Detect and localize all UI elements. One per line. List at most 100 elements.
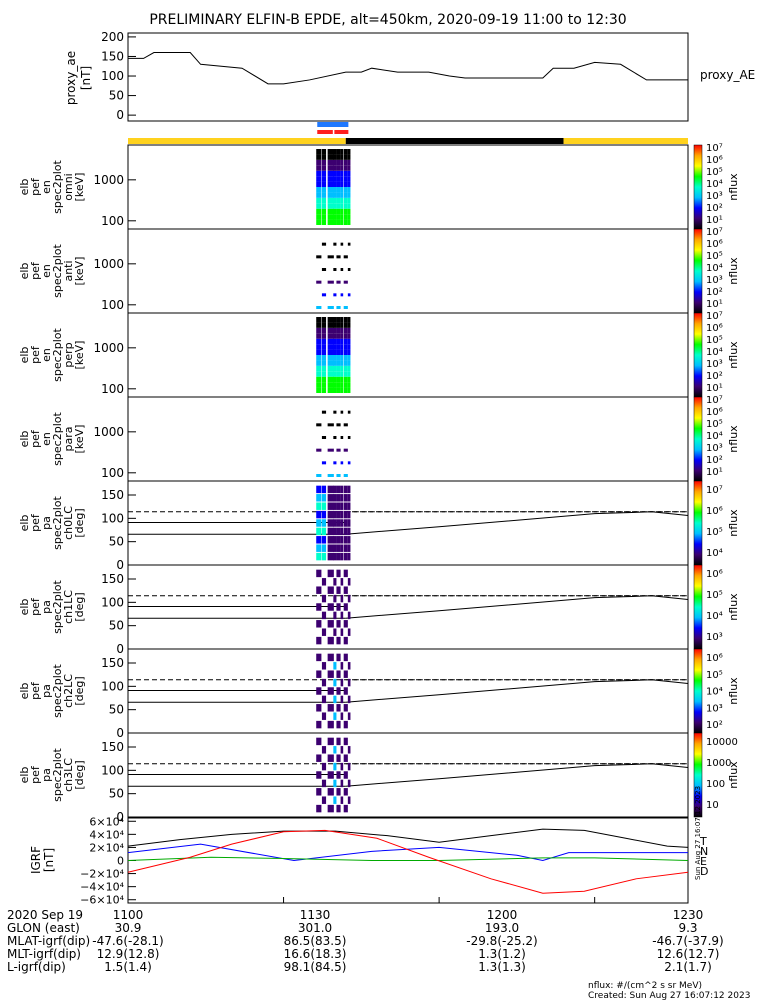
spectrogram-cell <box>340 338 344 345</box>
pitch-angle-cell <box>343 653 348 662</box>
spectrogram-cell <box>347 170 351 177</box>
panel-frame <box>127 312 689 398</box>
pitch-angle-cell <box>327 737 334 746</box>
spectrogram-cell <box>343 165 348 171</box>
pitch-angle-cell <box>321 544 327 552</box>
pitch-angle-cell <box>333 662 337 670</box>
pitch-angle-cell <box>336 687 341 695</box>
spectrogram-cell <box>336 371 341 377</box>
pitch-angle-cell <box>347 628 351 636</box>
spectrogram-cell <box>316 360 322 366</box>
pitch-angle-cell <box>316 502 322 510</box>
panel-ytick-label: 100 <box>101 298 124 312</box>
spectrogram-cell <box>343 333 348 339</box>
spectrogram-cell <box>327 344 334 350</box>
pitch-angle-cell <box>336 788 341 796</box>
panel-ylabel: pef <box>29 681 42 700</box>
ephem-value: -47.6(-28.1) <box>92 934 163 948</box>
spectrogram-cell <box>316 349 322 355</box>
pitch-angle-cell <box>321 494 327 502</box>
spectrogram-cell <box>333 338 337 345</box>
pitch-angle-cell <box>327 754 334 762</box>
pitch-angle-cell <box>327 544 334 552</box>
panel-ylabel: omni <box>62 173 75 200</box>
spectrogram-cell <box>327 170 334 177</box>
spectrogram-cell <box>316 181 322 187</box>
spectrogram-cell <box>316 203 322 209</box>
panel-ylabel: spec2plot <box>51 412 64 466</box>
spectrogram-cell <box>340 333 344 339</box>
pitch-angle-cell <box>343 687 348 695</box>
spectrogram-cell <box>343 181 348 187</box>
igrf-legend-E: E <box>700 855 707 868</box>
spectrogram-cell <box>340 349 344 355</box>
colorbars: 10⁷10⁶10⁵10⁴10³10²10¹nflux10⁷10⁶10⁵10⁴10… <box>693 143 740 818</box>
panel-ylabel: [deg] <box>73 760 86 789</box>
pitch-angle-cell <box>316 636 322 645</box>
spectrogram-cell <box>321 322 327 328</box>
panel-ytick-label: 100 <box>101 511 124 525</box>
pitch-angle-cell <box>336 494 341 502</box>
phase-segment <box>128 138 346 144</box>
ephem-value: 16.6(18.3) <box>284 947 347 961</box>
loss-cone-curve <box>345 511 689 535</box>
igrf-legend-D: D <box>700 865 708 878</box>
igrf-ytick-label: −6×10⁴ <box>80 894 124 907</box>
phase-segment <box>345 138 564 144</box>
spectrogram-cell <box>336 165 341 171</box>
spectrogram-cell <box>327 176 334 182</box>
spectrogram-cell <box>316 333 322 339</box>
pitch-angle-cell <box>343 720 348 729</box>
spectrogram-cell <box>343 203 348 209</box>
pitch-angle-cell <box>321 712 327 720</box>
pitch-angle-cell <box>321 594 327 603</box>
spectrogram-cell <box>333 170 337 177</box>
spectrogram-cell <box>316 219 322 225</box>
pitch-angle-cell <box>336 603 341 611</box>
ephem-value: 1.5(1.4) <box>104 960 152 974</box>
spectrogram-cell <box>343 365 348 372</box>
spectrogram-cell <box>321 333 327 339</box>
pitch-angle-cell <box>340 510 344 519</box>
spectrogram-cell <box>327 376 334 383</box>
panel-ylabel: [deg] <box>73 676 86 705</box>
pitch-angle-cell <box>316 569 322 578</box>
spectrogram-cell <box>333 410 337 414</box>
spectrogram-cell <box>316 255 322 259</box>
pitch-angle-cell <box>321 796 327 804</box>
spectrogram-cell <box>347 327 351 334</box>
spectrogram-cell <box>333 159 337 166</box>
pitch-angle-cell <box>343 552 348 561</box>
pitch-angle-cell <box>343 586 348 594</box>
spectrogram-cell <box>340 355 344 361</box>
panel-ylabel: elb <box>18 515 31 532</box>
ephem-value: 301.0 <box>298 921 332 935</box>
pitch-angle-cell <box>347 485 351 494</box>
pitch-angle-cell <box>347 536 351 544</box>
spectrogram-cell <box>316 474 322 477</box>
pitch-angle-cell <box>316 737 322 746</box>
ae-ytick-label: 100 <box>101 69 124 83</box>
pitch-angle-cell <box>327 552 334 561</box>
spectrogram-cell <box>333 317 337 323</box>
spectrogram-cell <box>343 474 348 477</box>
spectrogram-cell <box>347 219 351 225</box>
spectrogram-cell <box>327 355 334 361</box>
pitch-angle-cell <box>333 678 337 687</box>
pitch-angle-cell <box>343 536 348 544</box>
spectrogram-cell <box>336 214 341 220</box>
panel-ytick-label: 50 <box>109 787 124 801</box>
spectrogram-cell <box>347 360 351 366</box>
pitch-angle-cell <box>336 804 341 813</box>
panel-ytick-label: 100 <box>101 679 124 693</box>
spectrogram-cell <box>347 436 351 439</box>
spectrogram-cell <box>316 338 322 345</box>
spectrogram-cell <box>347 154 351 160</box>
spectrogram-cell <box>321 154 327 160</box>
spectrogram-cell <box>327 219 334 225</box>
panel-ytick-label: 100 <box>101 595 124 609</box>
ephem-date: 2020 Sep 19 <box>7 908 83 922</box>
spectrogram-cell <box>333 349 337 355</box>
spectrogram-cell <box>336 349 341 355</box>
pitch-angle-cell <box>316 620 322 628</box>
